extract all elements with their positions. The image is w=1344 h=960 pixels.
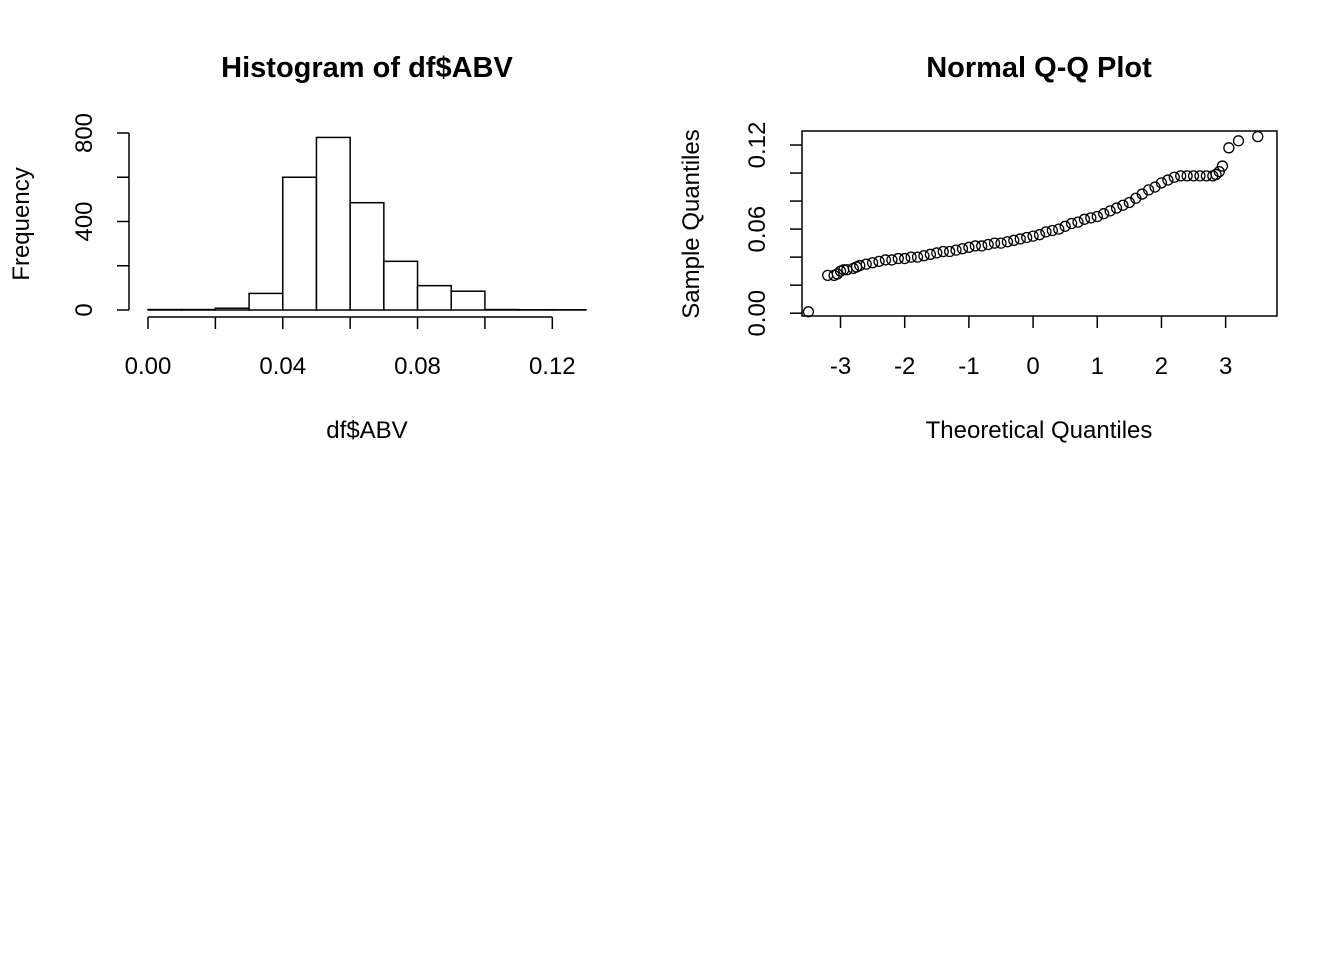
qq-point (988, 237, 1001, 249)
qq-point (963, 241, 975, 253)
qq-plot-points (802, 130, 1264, 318)
histogram-x-tick-label: 0.12 (529, 353, 576, 380)
qq-plot-x-tick-label: 3 (1219, 353, 1232, 380)
qq-point (1181, 170, 1193, 182)
qq-point (1252, 130, 1264, 143)
histogram-bar (248, 292, 284, 311)
qq-plot-y-axis-label: Sample Quantiles (678, 129, 705, 318)
qq-point (976, 240, 988, 252)
qq-point (1059, 220, 1071, 232)
histogram-bar (383, 260, 419, 311)
qq-plot-y-tick-label: 0.06 (744, 206, 771, 253)
qq-point (1078, 213, 1091, 225)
qq-point (969, 240, 981, 252)
qq-point (931, 247, 943, 259)
histogram-x-tick-label: 0.08 (394, 353, 441, 380)
histogram-panel: Histogram of df$ABV df$ABV Frequency 0.0… (8, 52, 587, 444)
qq-point (937, 245, 949, 258)
qq-point (866, 257, 879, 269)
qq-point (886, 254, 898, 266)
qq-point (1046, 224, 1058, 237)
qq-point (911, 251, 924, 263)
qq-point (1210, 168, 1222, 181)
qq-plot-x-tick-label: 1 (1091, 353, 1104, 380)
qq-point (956, 243, 969, 255)
qq-point (1001, 236, 1014, 248)
qq-plot-y-tick-label: 0.00 (744, 290, 771, 337)
histogram-title: Histogram of df$ABV (221, 52, 513, 84)
qq-plot-y-axis: 0.00 0.06 0.12 (744, 122, 802, 337)
qq-point (1142, 184, 1155, 196)
qq-point (950, 244, 962, 256)
qq-point (1027, 230, 1039, 242)
qq-point (1110, 202, 1123, 214)
qq-plot-frame (801, 130, 1278, 317)
qq-point (1117, 199, 1129, 211)
qq-point (1155, 177, 1168, 189)
qq-point (1053, 223, 1065, 235)
histogram-x-tick-label: 0.04 (259, 353, 306, 380)
qq-point (1187, 170, 1200, 182)
qq-point (943, 245, 956, 258)
qq-plot-x-tick-label: 2 (1155, 353, 1168, 380)
qq-point (1194, 170, 1206, 182)
histogram-bar (450, 290, 486, 311)
qq-plot-y-tick-label: 0.12 (744, 122, 771, 169)
qq-point (1168, 171, 1180, 183)
qq-plot-title: Normal Q-Q Plot (926, 52, 1152, 84)
histogram-y-tick-label: 400 (71, 201, 98, 241)
histogram-bar (416, 284, 452, 311)
histogram-bar (349, 201, 385, 311)
qq-point (854, 259, 866, 272)
histogram-bar (315, 136, 351, 311)
qq-point (905, 251, 917, 263)
histogram-x-tick-label: 0.00 (125, 353, 172, 380)
qq-point (879, 254, 892, 266)
qq-point (1216, 160, 1229, 172)
qq-point (995, 237, 1007, 249)
qq-point (1014, 233, 1026, 245)
qq-point (1223, 142, 1235, 154)
qq-plot-panel: Normal Q-Q Plot Theoretical Quantiles Sa… (678, 52, 1278, 444)
qq-point (873, 255, 885, 267)
histogram-bar (214, 307, 250, 311)
qq-plot-x-axis: -3 -2 -1 0 1 2 3 (830, 316, 1232, 380)
qq-point (1065, 217, 1078, 230)
qq-point (1213, 165, 1225, 178)
qq-point (1085, 212, 1097, 224)
histogram-bar (282, 176, 318, 311)
qq-plot-x-tick-label: -1 (958, 353, 979, 380)
qq-point (1072, 216, 1084, 228)
qq-point (1033, 229, 1046, 241)
histogram-y-axis-label: Frequency (8, 167, 35, 280)
qq-point (1098, 208, 1110, 220)
qq-point (1232, 135, 1245, 147)
qq-point (1162, 174, 1174, 186)
qq-point (1091, 210, 1103, 223)
qq-point (1104, 205, 1116, 217)
qq-point (1021, 231, 1033, 244)
qq-plot-x-tick-label: -2 (894, 353, 915, 380)
qq-point (1175, 170, 1187, 182)
qq-point (899, 252, 911, 265)
histogram-x-axis-label: df$ABV (326, 417, 407, 444)
histogram-y-axis: 0 400 800 (71, 113, 130, 317)
qq-point (1008, 234, 1020, 246)
qq-point (860, 258, 872, 270)
qq-point (982, 238, 994, 251)
qq-plot-x-tick-label: 0 (1026, 353, 1039, 380)
qq-point (924, 248, 937, 260)
histogram-x-axis: 0.00 0.04 0.08 0.12 (125, 316, 576, 380)
qq-point (892, 252, 904, 265)
histogram-y-tick-label: 800 (71, 113, 98, 153)
qq-plot-x-axis-label: Theoretical Quantiles (926, 417, 1153, 444)
histogram-y-tick-label: 0 (71, 303, 98, 316)
qq-point (1040, 226, 1052, 238)
qq-plot-x-tick-label: -3 (830, 353, 851, 380)
histogram-bars (147, 136, 587, 311)
qq-point (918, 250, 930, 262)
qq-point (802, 306, 815, 318)
